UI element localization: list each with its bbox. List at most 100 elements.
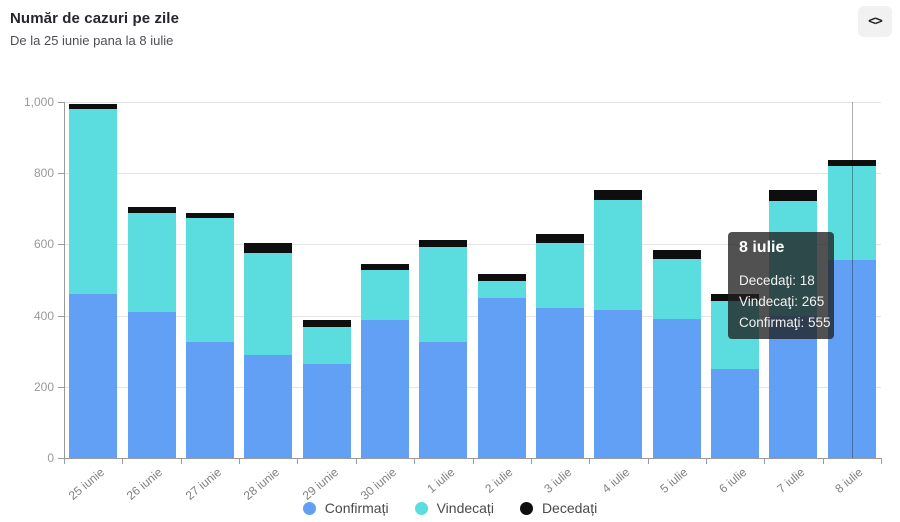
legend-item-decedați[interactable]: Decedați (519, 500, 598, 516)
bar-segment-vindecați[interactable] (244, 252, 293, 355)
bar-segment-confirmați[interactable] (477, 297, 526, 458)
x-axis-tick-mark (472, 458, 474, 464)
code-icon: <> (868, 14, 883, 29)
x-axis-tick-mark (705, 458, 707, 464)
y-axis-tick-label: 800 (33, 166, 54, 181)
x-axis-tick-mark (881, 458, 882, 464)
x-axis-tick-label: 2 iulie (482, 465, 516, 496)
y-axis-tick-mark (58, 458, 64, 459)
bar-segment-decedați[interactable] (360, 264, 409, 271)
bar-segment-decedați[interactable] (302, 320, 351, 328)
bar-segment-vindecați[interactable] (477, 280, 526, 298)
tooltip-row: Vindecaţi: 265 (739, 294, 825, 309)
legend-label: Decedați (541, 500, 598, 516)
y-axis-tick-label: 200 (33, 379, 54, 394)
x-axis-tick-mark (764, 458, 766, 464)
legend-label: Vindecați (436, 500, 494, 516)
legend-item-vindecați[interactable]: Vindecați (414, 500, 494, 516)
x-axis-tick-label: 29 iunie (299, 465, 341, 503)
y-axis-tick-label: 400 (33, 308, 54, 323)
x-axis-tick-label: 6 iulie (716, 465, 750, 496)
x-axis-tick-label: 4 iulie (599, 465, 633, 496)
y-gridline (64, 102, 881, 103)
bar-segment-confirmați[interactable] (769, 315, 818, 458)
bar-segment-confirmați[interactable] (419, 341, 468, 458)
x-axis-tick-label: 25 iunie (65, 465, 108, 503)
bar-segment-vindecați[interactable] (302, 327, 351, 364)
x-axis-tick-label: 8 iulie (832, 465, 866, 496)
bar-segment-decedați[interactable] (419, 240, 468, 247)
bar-segment-decedați[interactable] (185, 212, 234, 218)
bar-segment-decedați[interactable] (536, 234, 585, 243)
legend-item-confirmați[interactable]: Confirmați (302, 500, 389, 516)
bar-segment-confirmați[interactable] (360, 319, 409, 458)
y-axis-tick-label: 600 (33, 237, 54, 252)
bar-segment-vindecați[interactable] (536, 242, 585, 309)
bar-segment-confirmați[interactable] (827, 260, 876, 458)
embed-code-button[interactable]: <> (858, 6, 892, 37)
bar-segment-decedați[interactable] (477, 273, 526, 281)
x-axis-tick-label: 26 iunie (124, 465, 166, 503)
bar-segment-vindecați[interactable] (185, 217, 234, 343)
bar-segment-vindecați[interactable] (652, 258, 701, 319)
x-axis-tick-mark (822, 458, 824, 464)
legend-dot-icon (519, 501, 533, 515)
bar-segment-decedați[interactable] (652, 250, 701, 259)
bar-segment-vindecați[interactable] (419, 246, 468, 342)
x-axis-tick-mark (239, 458, 241, 464)
bar-segment-decedați[interactable] (769, 189, 818, 202)
bar-segment-vindecați[interactable] (69, 109, 118, 295)
chart-tooltip: 8 iulie Decedaţi: 18 Vindecaţi: 265 Confir… (728, 232, 834, 339)
bar-segment-confirmați[interactable] (536, 308, 585, 458)
x-axis-tick-mark (589, 458, 591, 464)
x-axis-tick-label: 7 iulie (774, 465, 808, 496)
bar-segment-confirmați[interactable] (127, 312, 176, 458)
page-title: Număr de cazuri pe zile (10, 10, 180, 27)
y-gridline (64, 244, 881, 246)
bar-segment-confirmați[interactable] (652, 318, 701, 458)
x-axis-tick-mark (355, 458, 357, 464)
x-axis-tick-label: 30 iunie (357, 465, 399, 503)
legend-label: Confirmați (324, 500, 389, 516)
bar-segment-vindecați[interactable] (594, 199, 643, 310)
y-gridline (64, 173, 881, 175)
x-axis-tick-mark (180, 458, 182, 464)
bar-segment-decedați[interactable] (827, 159, 876, 167)
bar-segment-vindecați[interactable] (827, 166, 876, 261)
bar-segment-confirmați[interactable] (244, 354, 293, 458)
x-axis-tick-mark (122, 458, 124, 464)
focus-crosshair-line (851, 102, 853, 458)
bar-segment-confirmați[interactable] (594, 309, 643, 458)
x-axis-tick-label: 28 iunie (241, 465, 283, 503)
y-axis-tick-label: 1,000 (23, 95, 54, 109)
y-gridline (64, 315, 881, 317)
bar-segment-decedați[interactable] (69, 104, 118, 110)
x-axis-tick-mark (414, 458, 416, 464)
y-gridline (64, 386, 881, 388)
tooltip-rows: Decedaţi: 18 Vindecaţi: 265 Confirmaţi: 55… (739, 270, 831, 333)
bar-segment-confirmați[interactable] (302, 363, 351, 458)
bar-segment-confirmați[interactable] (185, 342, 234, 458)
y-axis-tick-mark (58, 315, 64, 317)
tooltip-row: Decedaţi: 18 (739, 273, 815, 288)
bar-segment-decedați[interactable] (244, 242, 293, 253)
bar-segment-vindecați[interactable] (360, 270, 409, 320)
x-axis-tick-label: 27 iunie (182, 465, 224, 503)
page-subtitle: De la 25 iunie pana la 8 iulie (10, 33, 174, 48)
y-axis-tick-label: 0 (47, 451, 54, 465)
x-axis-tick-label: 3 iulie (541, 465, 575, 496)
tooltip-title: 8 iulie (739, 239, 785, 256)
x-axis-tick-mark (64, 458, 65, 464)
bar-segment-decedați[interactable] (594, 189, 643, 200)
bar-segment-confirmați[interactable] (69, 294, 118, 458)
chart-legend: Confirmați Vindecați Decedați (0, 500, 900, 516)
y-axis-tick-mark (58, 244, 64, 246)
legend-dot-icon (302, 501, 316, 515)
legend-dot-icon (414, 501, 428, 515)
bar-segment-vindecați[interactable] (127, 213, 176, 313)
x-axis-tick-label: 5 iulie (657, 465, 691, 496)
bar-segment-confirmați[interactable] (711, 369, 760, 458)
y-axis-line (64, 102, 65, 459)
bar-segment-decedați[interactable] (127, 207, 176, 214)
